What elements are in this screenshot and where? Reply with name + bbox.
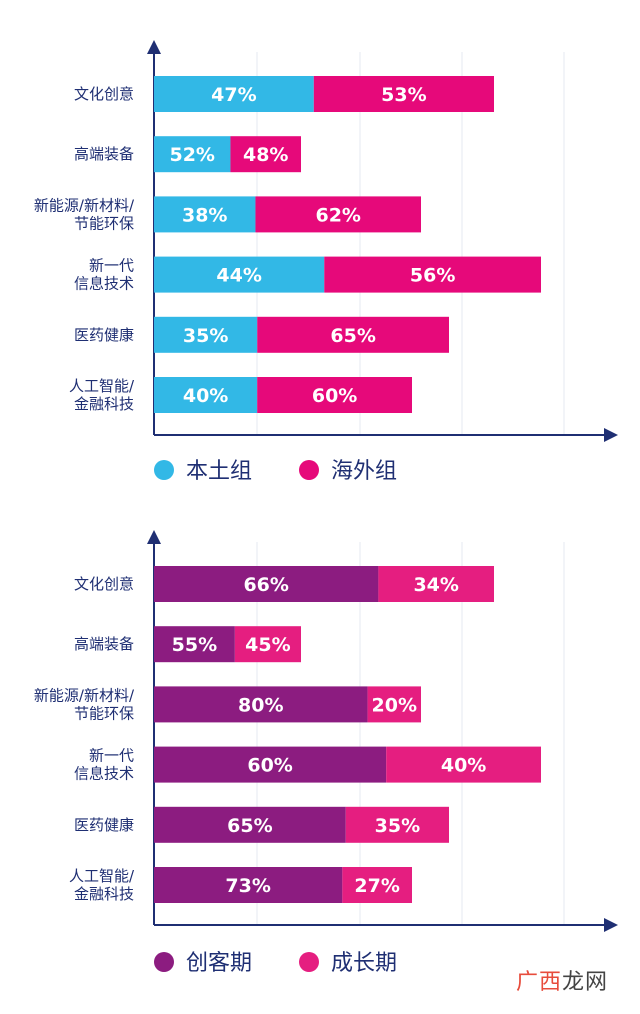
data-label-1-4-series2: 56% <box>410 265 455 287</box>
legend-marker-1-1 <box>154 460 174 480</box>
category-label-1-6-line1: 人工智能/ <box>69 377 135 395</box>
bar-1-2-series2 <box>230 136 301 173</box>
category-label-2-4-line2: 信息技术 <box>74 765 134 783</box>
data-label-2-3-series2: 20% <box>372 694 417 716</box>
bar-1-1-series2 <box>313 76 494 112</box>
legend-marker-2-1 <box>154 952 174 972</box>
bar-2-2-series1 <box>154 626 235 663</box>
category-label-2-1: 文化创意 <box>74 575 134 593</box>
bar-1-3-series2 <box>255 196 421 233</box>
bar-1-2-series1 <box>154 136 231 173</box>
data-label-2-4-series1: 60% <box>247 755 292 777</box>
bar-2-4-series1 <box>154 746 387 783</box>
legend-marker-1-2 <box>299 460 319 480</box>
bar-1-5-series2 <box>257 316 449 353</box>
data-label-1-1-series2: 53% <box>381 84 426 106</box>
category-label-1-3-line2: 节能环保 <box>74 214 134 232</box>
x-axis-arrow-1 <box>604 428 618 442</box>
data-label-1-1-series1: 47% <box>211 84 256 106</box>
category-label-2-3-line2: 节能环保 <box>74 704 134 722</box>
data-label-2-5-series1: 65% <box>227 815 272 837</box>
category-label-1-2: 高端装备 <box>74 145 134 163</box>
category-label-1-4-line1: 新一代 <box>89 257 134 275</box>
bar-2-6-series1 <box>154 867 343 903</box>
data-label-2-1-series2: 34% <box>413 574 458 596</box>
category-label-1-5: 医药健康 <box>74 326 134 344</box>
bar-1-1-series1 <box>154 76 314 112</box>
legend-label-1-2: 海外组 <box>331 459 397 484</box>
data-label-2-4-series2: 40% <box>441 755 486 777</box>
data-label-1-2-series2: 48% <box>243 144 288 166</box>
y-axis-arrow-1 <box>147 40 161 54</box>
legend-label-2-2: 成长期 <box>331 951 397 976</box>
data-label-1-4-series1: 44% <box>216 265 261 287</box>
data-label-2-2-series1: 55% <box>172 634 217 656</box>
y-axis-arrow-2 <box>147 530 161 544</box>
bar-2-3-series2 <box>367 686 421 723</box>
bar-2-1-series2 <box>378 566 494 602</box>
legend-label-2-1: 创客期 <box>186 951 252 976</box>
x-axis-arrow-2 <box>604 918 618 932</box>
category-label-1-1: 文化创意 <box>74 85 134 103</box>
data-label-1-3-series2: 62% <box>315 204 360 226</box>
data-label-2-6-series2: 27% <box>354 875 399 897</box>
legend-marker-2-2 <box>299 952 319 972</box>
category-label-2-4-line1: 新一代 <box>89 747 134 765</box>
data-label-2-1-series1: 66% <box>243 574 288 596</box>
data-label-1-5-series2: 65% <box>330 325 375 347</box>
data-label-2-2-series2: 45% <box>245 634 290 656</box>
data-label-2-3-series1: 80% <box>238 694 283 716</box>
bar-1-6-series2 <box>257 377 412 413</box>
bar-1-3-series1 <box>154 196 256 233</box>
category-label-2-2: 高端装备 <box>74 635 134 653</box>
data-label-1-2-series1: 52% <box>169 144 214 166</box>
data-label-1-5-series1: 35% <box>183 325 228 347</box>
category-label-2-6-line1: 人工智能/ <box>69 867 135 885</box>
bar-2-5-series2 <box>345 806 449 843</box>
category-label-1-3-line1: 新能源/新材料/ <box>34 196 135 214</box>
bar-2-6-series2 <box>342 867 412 903</box>
data-label-2-6-series1: 73% <box>225 875 270 897</box>
data-label-2-5-series2: 35% <box>375 815 420 837</box>
bar-1-4-series1 <box>154 256 325 293</box>
watermark: 广西龙网 <box>516 964 608 996</box>
bar-2-1-series1 <box>154 566 379 602</box>
bar-1-4-series2 <box>324 256 541 293</box>
bar-1-5-series1 <box>154 316 258 353</box>
data-label-1-3-series1: 38% <box>182 204 227 226</box>
bar-2-3-series1 <box>154 686 368 723</box>
data-label-1-6-series2: 60% <box>312 385 357 407</box>
category-label-1-6-line2: 金融科技 <box>74 395 134 413</box>
bar-1-6-series1 <box>154 377 258 413</box>
bar-2-2-series2 <box>234 626 301 663</box>
bar-2-4-series2 <box>386 746 541 783</box>
category-label-1-4-line2: 信息技术 <box>74 275 134 293</box>
legend-label-1-1: 本土组 <box>186 459 252 484</box>
category-label-2-6-line2: 金融科技 <box>74 885 134 903</box>
data-label-1-6-series1: 40% <box>183 385 228 407</box>
watermark-part1: 广西 <box>515 970 562 995</box>
category-label-2-5: 医药健康 <box>74 816 134 834</box>
bar-2-5-series1 <box>154 806 346 843</box>
category-label-2-3-line1: 新能源/新材料/ <box>34 686 135 704</box>
watermark-part2: 龙网 <box>561 970 608 995</box>
